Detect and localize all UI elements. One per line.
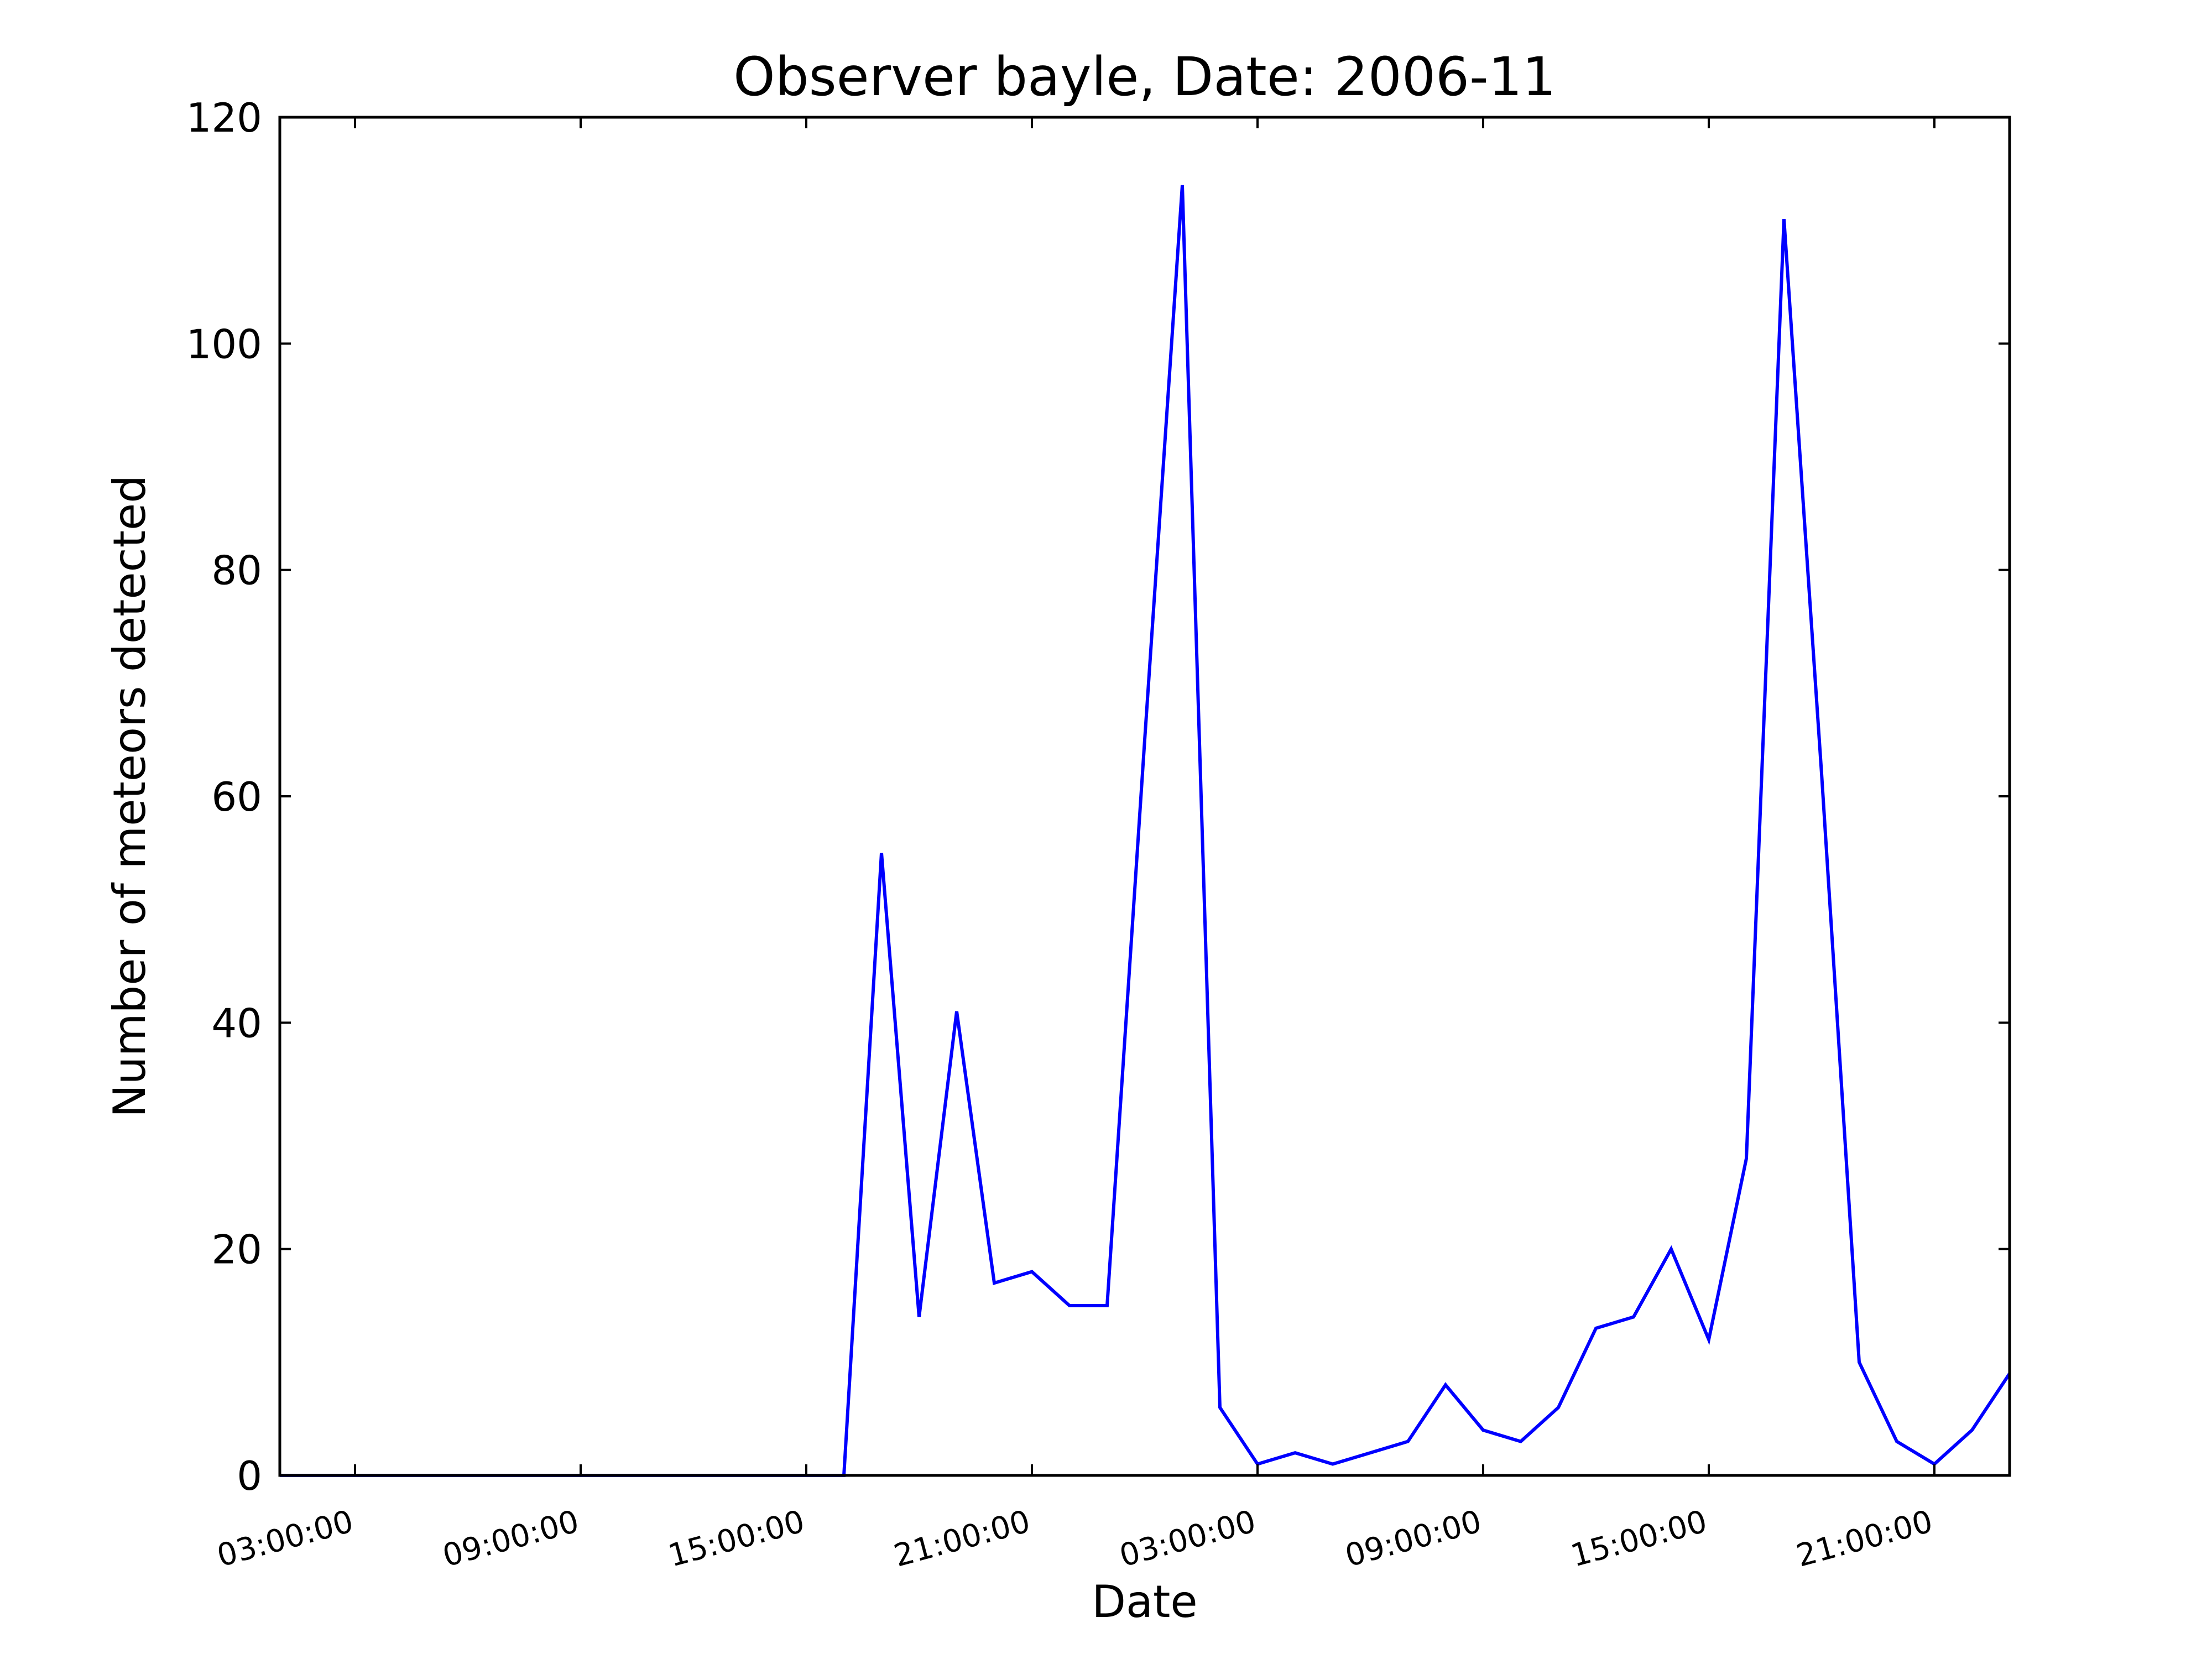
y-tick-label: 40 [211, 1000, 262, 1046]
y-tick-label: 60 [211, 774, 262, 820]
y-tick-label: 100 [186, 321, 262, 367]
y-tick-label: 20 [211, 1227, 262, 1273]
y-tick-label: 80 [211, 547, 262, 594]
y-axis-label: Number of meteors detected [104, 475, 155, 1118]
chart-title: Observer bayle, Date: 2006-11 [733, 46, 1556, 108]
y-tick-label: 120 [186, 95, 262, 141]
y-tick-label: 0 [237, 1453, 262, 1499]
x-axis-label: Date [1092, 1576, 1197, 1627]
